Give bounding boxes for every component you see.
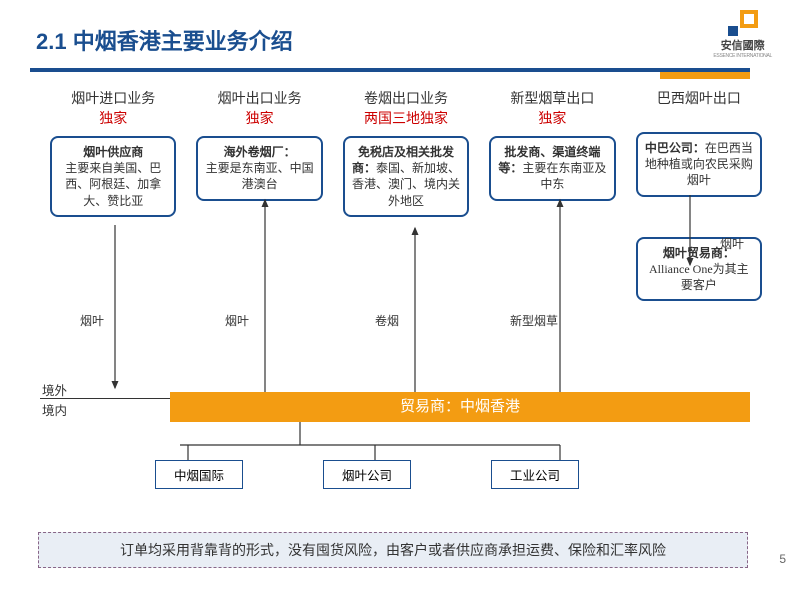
col-title: 卷烟出口业务	[343, 88, 469, 108]
bottom-boxes: 中烟国际 烟叶公司 工业公司	[155, 460, 579, 489]
logo-mark	[728, 10, 758, 36]
columns: 烟叶进口业务 独家 烟叶供应商 主要来自美国、巴西、阿根廷、加拿大、赞比亚 烟叶…	[0, 88, 802, 301]
col-title: 烟叶进口业务	[50, 88, 176, 108]
col-title: 巴西烟叶出口	[636, 88, 762, 108]
box-bold: 烟叶供应商	[83, 145, 143, 159]
bottom-box: 工业公司	[491, 460, 579, 489]
bottom-box: 烟叶公司	[323, 460, 411, 489]
col-brazil: 巴西烟叶出口 中巴公司：在巴西当地种植或向农民采购烟叶 烟叶贸易商： Allia…	[636, 88, 762, 301]
col-title: 烟叶出口业务	[196, 88, 322, 108]
factory-box: 海外卷烟厂： 主要是东南亚、中国港澳台	[196, 136, 322, 201]
col-exclusive: 两国三地独家	[343, 108, 469, 128]
box-text: Alliance One为其主要客户	[649, 262, 749, 292]
title-bar: 2.1 中烟香港主要业务介绍	[0, 0, 802, 56]
edge-label: 卷烟	[375, 312, 399, 329]
logo-text: 安信國際	[713, 37, 772, 53]
wholesale-box: 批发商、渠道终端等：主要在东南亚及中东	[489, 136, 615, 201]
content: 烟叶进口业务 独家 烟叶供应商 主要来自美国、巴西、阿根廷、加拿大、赞比亚 烟叶…	[0, 88, 802, 301]
col-new-tobacco: 新型烟草出口 独家 批发商、渠道终端等：主要在东南亚及中东	[489, 88, 615, 301]
footer-note: 订单均采用背靠背的形式，没有囤货风险，由客户或者供应商承担运费、保险和汇率风险	[38, 532, 748, 568]
edge-label: 烟叶	[720, 235, 744, 252]
divider-orange	[660, 72, 750, 79]
logo: 安信國際 ESSENCE INTERNATIONAL	[713, 10, 772, 59]
zhongba-box: 中巴公司：在巴西当地种植或向农民采购烟叶	[636, 132, 762, 197]
box-text: 主要来自美国、巴西、阿根廷、加拿大、赞比亚	[65, 161, 161, 207]
col-exclusive	[636, 108, 762, 124]
page-title: 2.1 中烟香港主要业务介绍	[36, 24, 802, 56]
dutyfree-box: 免税店及相关批发商：泰国、新加坡、香港、澳门、境内关外地区	[343, 136, 469, 217]
col-exclusive: 独家	[489, 108, 615, 128]
box-bold: 海外卷烟厂：	[224, 145, 296, 159]
box-text: 主要是东南亚、中国港澳台	[206, 161, 314, 191]
edge-label: 新型烟草	[510, 312, 558, 329]
bottom-box: 中烟国际	[155, 460, 243, 489]
col-exclusive: 独家	[196, 108, 322, 128]
logo-sub: ESSENCE INTERNATIONAL	[713, 53, 772, 59]
box-bold: 中巴公司：	[645, 141, 705, 155]
slide: 2.1 中烟香港主要业务介绍 安信國際 ESSENCE INTERNATIONA…	[0, 0, 802, 602]
divider-blue	[30, 68, 750, 72]
box-text: 主要在东南亚及中东	[522, 161, 606, 191]
col-import: 烟叶进口业务 独家 烟叶供应商 主要来自美国、巴西、阿根廷、加拿大、赞比亚	[50, 88, 176, 301]
edge-label: 烟叶	[225, 312, 249, 329]
col-exclusive: 独家	[50, 108, 176, 128]
col-title: 新型烟草出口	[489, 88, 615, 108]
page-number: 5	[779, 552, 786, 566]
divider	[30, 68, 750, 78]
trader-bar: 贸易商：中烟香港	[170, 392, 750, 422]
outside-label: 境外	[42, 380, 67, 399]
edge-label: 烟叶	[80, 312, 104, 329]
inside-label: 境内	[42, 400, 67, 419]
col-cig-export: 卷烟出口业务 两国三地独家 免税店及相关批发商：泰国、新加坡、香港、澳门、境内关…	[343, 88, 469, 301]
col-leaf-export: 烟叶出口业务 独家 海外卷烟厂： 主要是东南亚、中国港澳台	[196, 88, 322, 301]
supplier-box: 烟叶供应商 主要来自美国、巴西、阿根廷、加拿大、赞比亚	[50, 136, 176, 217]
border-line	[40, 398, 170, 399]
